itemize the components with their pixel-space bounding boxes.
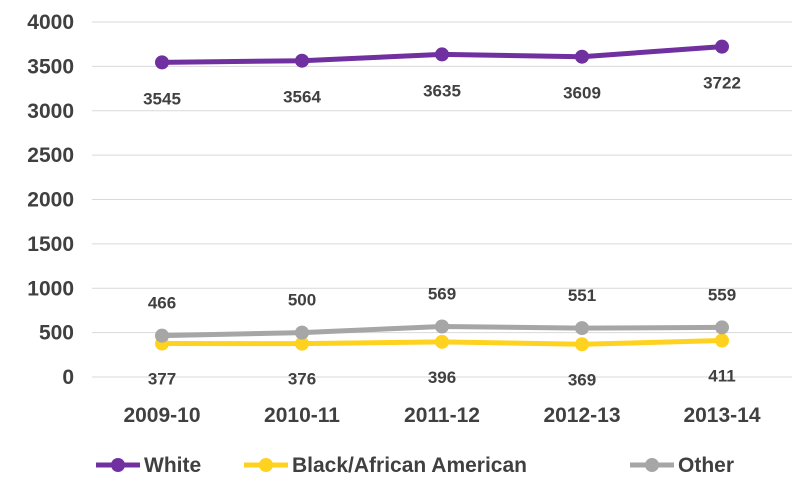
y-tick-label: 4000 bbox=[27, 11, 74, 34]
legend: White Black/African American Other bbox=[96, 454, 734, 477]
legend-label: Black/African American bbox=[292, 454, 527, 477]
y-tick-label: 3500 bbox=[27, 55, 74, 78]
x-tick-label: 2011-12 bbox=[404, 404, 480, 427]
data-point bbox=[295, 53, 309, 68]
data-point bbox=[155, 55, 169, 70]
x-tick-label: 2013-14 bbox=[683, 404, 760, 427]
data-label: 376 bbox=[288, 370, 316, 389]
data-point bbox=[715, 320, 729, 335]
data-label: 3635 bbox=[423, 81, 461, 100]
legend-item-2: Other bbox=[630, 454, 734, 477]
series-2 bbox=[155, 319, 729, 343]
data-point bbox=[575, 337, 589, 352]
y-tick-label: 500 bbox=[39, 322, 74, 345]
data-label: 500 bbox=[288, 291, 316, 310]
y-tick-label: 3000 bbox=[27, 100, 74, 123]
data-label: 3545 bbox=[143, 89, 181, 108]
data-labels: 3545 3564 3635 3609 3722 377 376 396 369 411 466 50… bbox=[143, 74, 741, 390]
legend-swatch-marker bbox=[645, 458, 659, 472]
y-tick-label: 1000 bbox=[27, 277, 74, 300]
y-tick-label: 2000 bbox=[27, 189, 74, 212]
data-point bbox=[295, 336, 309, 351]
data-label: 377 bbox=[148, 370, 176, 389]
data-point bbox=[575, 49, 589, 64]
legend-swatch-marker bbox=[111, 458, 125, 472]
data-label: 551 bbox=[568, 286, 596, 305]
data-label: 569 bbox=[428, 285, 456, 304]
legend-label: White bbox=[144, 454, 201, 477]
data-point bbox=[715, 333, 729, 348]
legend-item-1: Black/African American bbox=[244, 454, 527, 477]
y-tick-label: 2500 bbox=[27, 144, 74, 167]
data-point bbox=[155, 328, 169, 343]
data-point bbox=[435, 319, 449, 334]
legend-item-0: White bbox=[96, 454, 201, 477]
data-point bbox=[715, 39, 729, 54]
x-tick-label: 2012-13 bbox=[543, 404, 620, 427]
data-point bbox=[435, 47, 449, 62]
data-label: 559 bbox=[708, 285, 736, 304]
data-label: 396 bbox=[428, 368, 456, 387]
series-lines bbox=[155, 39, 729, 352]
data-point bbox=[435, 334, 449, 349]
legend-label: Other bbox=[678, 454, 734, 477]
data-label: 3722 bbox=[703, 74, 741, 93]
x-axis: 2009-10 2010-11 2011-12 2012-13 2013-14 bbox=[123, 404, 760, 427]
data-point bbox=[295, 325, 309, 340]
series-0 bbox=[155, 39, 729, 70]
data-label: 369 bbox=[568, 370, 596, 389]
data-label: 466 bbox=[148, 294, 176, 313]
data-point bbox=[575, 321, 589, 336]
data-label: 3564 bbox=[283, 88, 321, 107]
y-tick-label: 1500 bbox=[27, 233, 74, 256]
legend-swatch-marker bbox=[259, 458, 273, 472]
y-tick-label: 0 bbox=[62, 366, 74, 389]
data-label: 411 bbox=[708, 367, 735, 386]
x-tick-label: 2010-11 bbox=[264, 404, 340, 427]
data-label: 3609 bbox=[563, 84, 601, 103]
y-axis: 0 500 1000 1500 2000 2500 3000 3500 4000 bbox=[27, 11, 74, 389]
x-tick-label: 2009-10 bbox=[123, 404, 200, 427]
